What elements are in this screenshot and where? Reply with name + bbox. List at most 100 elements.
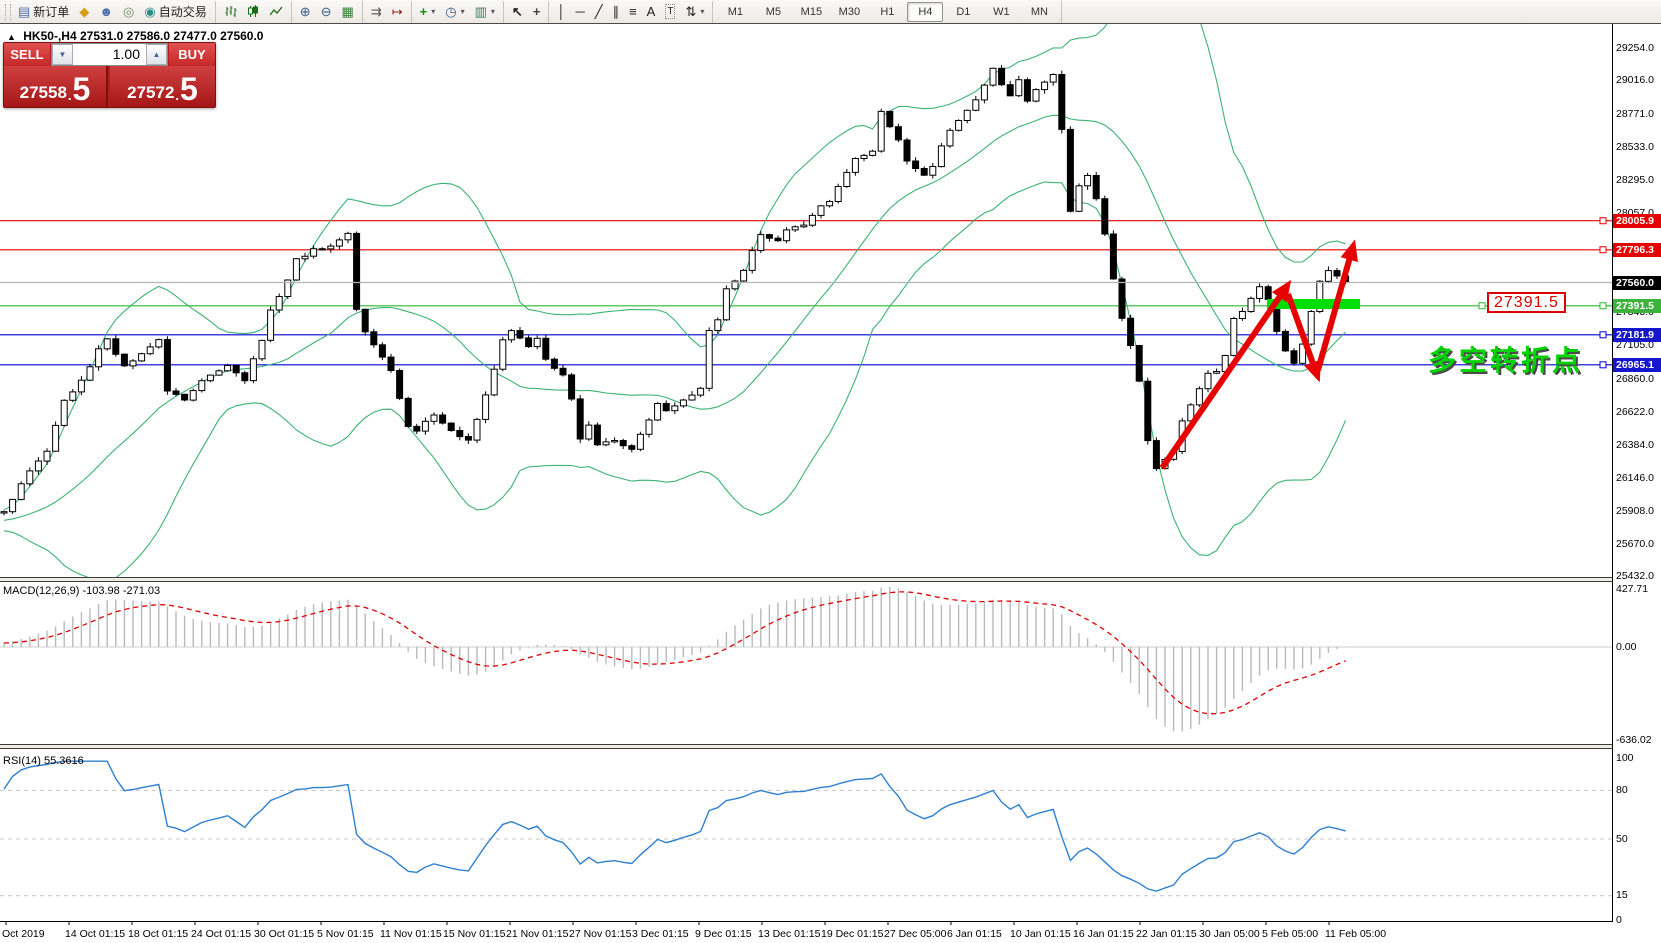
chart-canvas (0, 24, 1612, 925)
zoom-out-button[interactable]: ⊖ (316, 1, 337, 23)
autotrade-icon: ◉ (144, 4, 156, 19)
price-callout-box[interactable]: 27391.5 (1487, 292, 1566, 313)
price-label-chip: 27796.3 (1613, 243, 1661, 258)
candlesticks (0, 64, 1350, 516)
rsi-name: RSI(14) (3, 755, 41, 767)
timeframe-button-m30[interactable]: M30 (838, 5, 861, 18)
one-click-trading-panel: SELL ▼ 1.00 ▲ BUY 27558 . 5 27572 . 5 (3, 42, 216, 108)
red-arrow-segment-1[interactable] (1159, 279, 1292, 470)
timeframe-button-m15[interactable]: M15 (800, 5, 823, 18)
timeframe-button-mn[interactable]: MN (1030, 5, 1048, 18)
new-order-icon: ▤ (18, 4, 31, 19)
hline-handle[interactable] (1599, 302, 1607, 310)
volume-decrease-button[interactable]: ▼ (52, 44, 73, 65)
crosshair-icon: + (532, 4, 541, 19)
crosshair-button[interactable]: + (528, 1, 546, 23)
sell-button[interactable]: SELL (4, 43, 50, 66)
red-arrow-segment-3[interactable] (1315, 239, 1358, 371)
timeframe-button-w1[interactable]: W1 (993, 5, 1010, 18)
macd-pane-splitter[interactable] (0, 577, 1612, 582)
ticket-icon: ◆ (79, 4, 90, 19)
price-axis[interactable]: 29254.0 29016.0 28771.0 28533.0 28295.0 28057… (1613, 24, 1661, 943)
axis-tick-label: 26860.0 (1616, 372, 1654, 385)
toolbar-group-timeframes: M1 M5 M15 M30 H1 H4 D1 W1 MN (713, 0, 1063, 23)
date-tick-label: 5 Feb 05:00 (1262, 928, 1319, 940)
indicators-menu-button[interactable]: + ▾ (415, 1, 441, 23)
buy-button[interactable]: BUY (169, 43, 215, 66)
date-tick-label: 13 Dec 01:15 (758, 928, 821, 940)
candlestick-chart-button[interactable] (242, 1, 265, 23)
date-tick-label: 3 Dec 01:15 (632, 928, 689, 940)
sell-price-button[interactable]: 27558 . 5 (4, 66, 108, 107)
chart-window: ▲ HK50-,H4 27531.0 27586.0 27477.0 27560… (0, 24, 1661, 943)
periods-menu-button[interactable]: ◷ ▾ (440, 1, 469, 23)
axis-tick-label: 26622.0 (1616, 405, 1654, 418)
toolbar-group-objects: │ ─ ╱ ∥ ≡ A T ⇅ ▾ (549, 0, 714, 23)
line-chart-button[interactable] (265, 1, 288, 23)
cursor-button[interactable]: ↖ (507, 1, 528, 23)
arrows-tool-button[interactable]: ⇅ ▾ (680, 1, 709, 23)
hline-handle[interactable] (1599, 217, 1607, 225)
user-drawings[interactable] (1159, 239, 1486, 470)
hline-handle[interactable] (1599, 331, 1607, 339)
sell-price-main: 27558 (19, 83, 67, 102)
date-tick-label: 30 Oct 01:15 (254, 928, 315, 940)
bollinger-upper (3, 24, 1346, 511)
accounts-button[interactable]: ☻ (94, 1, 118, 23)
market-watch-button[interactable]: ◆ (74, 1, 94, 23)
horizontal-line-tool-button[interactable]: ─ (571, 1, 590, 23)
date-tick-label: 15 Nov 01:15 (443, 928, 506, 940)
toolbar-group-standard: ▤ 新订单 ◆ ☻ ◎ ◉ 自动交易 (0, 0, 216, 23)
dropdown-arrow-icon: ▾ (431, 7, 436, 16)
fibonacci-icon: ≡ (629, 4, 637, 19)
date-tick-label: 14 Oct 01:15 (65, 928, 126, 940)
timeframe-button-m1[interactable]: M1 (727, 5, 744, 18)
bar-chart-icon (225, 6, 237, 17)
green-rectangle[interactable] (1267, 299, 1360, 309)
tile-windows-button[interactable]: ▦ (337, 1, 359, 23)
autotrading-button[interactable]: ◉ 自动交易 (139, 1, 211, 23)
date-tick-label: 6 Jan 01:15 (947, 928, 1002, 940)
text-label-tool-button[interactable]: T (660, 1, 680, 23)
chart-shift-button[interactable]: ↦ (387, 1, 408, 23)
macd-label: MACD(12,26,9) -103.98 -271.03 (3, 585, 160, 597)
zoom-in-button[interactable]: ⊕ (295, 1, 316, 23)
vertical-line-tool-button[interactable]: │ (552, 1, 570, 23)
volume-value[interactable]: 1.00 (112, 46, 140, 62)
date-tick-label: 16 Jan 01:15 (1073, 928, 1134, 940)
fibonacci-tool-button[interactable]: ≡ (624, 1, 642, 23)
date-axis[interactable]: Oct 2019 14 Oct 01:15 18 Oct 01:15 24 Oct 0… (0, 925, 1612, 943)
bull-bear-turning-point-note[interactable]: 多空转折点 (1428, 345, 1584, 376)
new-order-button[interactable]: ▤ 新订单 (13, 1, 74, 23)
date-tick-label: 11 Feb 05:00 (1325, 928, 1387, 940)
timeframe-button-m5[interactable]: M5 (765, 5, 782, 18)
indicators-icon: + (419, 4, 428, 19)
signals-button[interactable]: ◎ (118, 1, 139, 23)
auto-scroll-button[interactable]: ⇉ (366, 1, 387, 23)
axis-tick-label: 25432.0 (1616, 570, 1654, 583)
sell-price-pips: 5 (72, 71, 91, 107)
channel-tool-button[interactable]: ∥ (608, 1, 625, 23)
macd-signal-line (3, 591, 1346, 715)
trendline-tool-button[interactable]: ╱ (590, 1, 608, 23)
red-arrow-segment-2[interactable] (1285, 292, 1322, 383)
date-tick-label: 5 Nov 01:15 (317, 928, 374, 940)
volume-increase-button[interactable]: ▲ (146, 44, 167, 65)
timeframe-button-d1[interactable]: D1 (956, 5, 971, 18)
price-label-chip: 28005.9 (1613, 214, 1661, 229)
templates-menu-button[interactable]: ▥ ▾ (470, 1, 500, 23)
horizontal-line-objects[interactable] (0, 217, 1612, 369)
hline-handle[interactable] (1599, 246, 1607, 254)
toolbar-grip (5, 3, 11, 20)
buy-price-button[interactable]: 27572 . 5 (110, 66, 215, 107)
date-tick-label: 19 Dec 01:15 (821, 928, 884, 940)
rsi-pane-splitter[interactable] (0, 744, 1612, 749)
callout-handle[interactable] (1478, 302, 1486, 310)
rsi-value: 55.3616 (43, 755, 84, 767)
text-tool-button[interactable]: A (642, 1, 661, 23)
axis-tick-label: 25670.0 (1616, 537, 1654, 550)
bar-chart-button[interactable] (219, 1, 242, 23)
timeframe-button-h1[interactable]: H1 (880, 5, 895, 18)
timeframe-button-h4[interactable]: H4 (907, 1, 944, 22)
hline-handle[interactable] (1599, 361, 1607, 369)
